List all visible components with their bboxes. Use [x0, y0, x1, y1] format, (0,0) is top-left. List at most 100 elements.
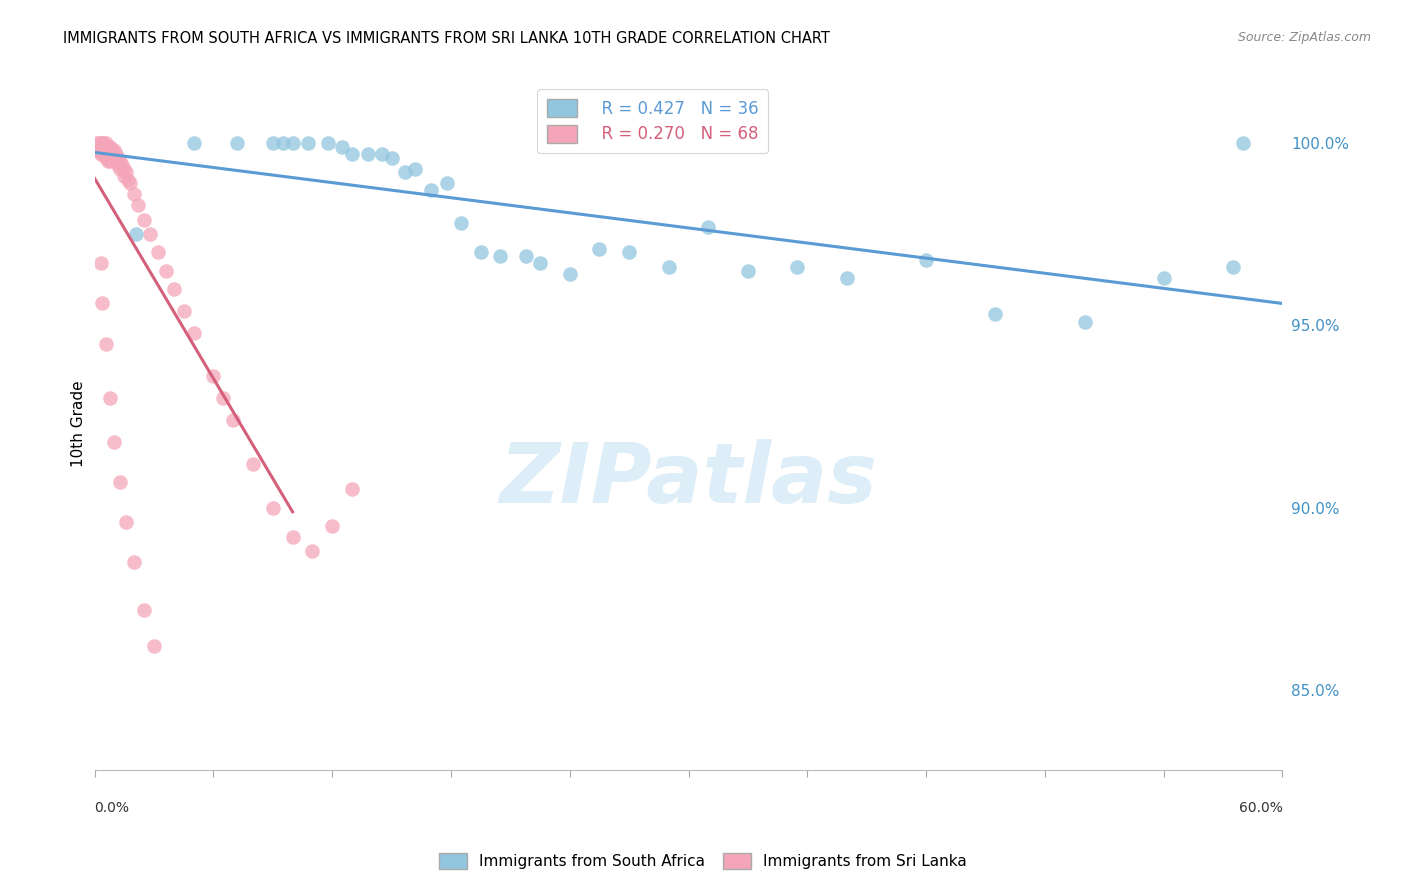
Point — [588, 242, 610, 256]
Point — [370, 147, 392, 161]
Point — [658, 260, 681, 274]
Point — [163, 282, 186, 296]
Point — [132, 212, 155, 227]
Point — [89, 147, 111, 161]
Point — [96, 136, 118, 150]
Point — [404, 161, 426, 176]
Point — [112, 169, 135, 183]
Point — [86, 139, 108, 153]
Point — [529, 256, 551, 270]
Point — [357, 147, 380, 161]
Point — [91, 136, 114, 150]
Point — [915, 252, 938, 267]
Point — [110, 475, 132, 489]
Point — [558, 267, 581, 281]
Point — [155, 263, 177, 277]
Point — [297, 136, 319, 150]
Point — [132, 602, 155, 616]
Point — [262, 136, 284, 150]
Point — [115, 515, 138, 529]
Point — [202, 369, 225, 384]
Text: Source: ZipAtlas.com: Source: ZipAtlas.com — [1237, 31, 1371, 45]
Point — [183, 326, 205, 340]
Point — [226, 136, 249, 150]
Point — [281, 136, 304, 150]
Point — [93, 139, 115, 153]
Point — [96, 151, 118, 165]
Point — [105, 147, 128, 161]
Point — [91, 139, 114, 153]
Point — [120, 176, 142, 190]
Point — [1232, 136, 1254, 150]
Point — [107, 151, 129, 165]
Point — [340, 147, 363, 161]
Point — [394, 165, 416, 179]
Point — [122, 187, 145, 202]
Point — [316, 136, 339, 150]
Text: 60.0%: 60.0% — [1239, 800, 1282, 814]
Point — [93, 136, 115, 150]
Point — [110, 161, 132, 176]
Point — [173, 303, 195, 318]
Point — [1073, 315, 1095, 329]
Point — [117, 172, 139, 186]
Point — [91, 147, 114, 161]
Point — [262, 500, 284, 515]
Point — [697, 219, 720, 234]
Point — [105, 154, 128, 169]
Point — [321, 518, 343, 533]
Point — [91, 296, 114, 310]
Point — [127, 198, 149, 212]
Point — [89, 136, 111, 150]
Point — [96, 144, 118, 158]
Point — [112, 161, 135, 176]
Point — [86, 144, 108, 158]
Point — [222, 413, 245, 427]
Point — [183, 136, 205, 150]
Point — [100, 391, 122, 405]
Point — [125, 227, 148, 242]
Point — [103, 434, 125, 449]
Point — [122, 555, 145, 569]
Point — [835, 271, 858, 285]
Point — [146, 245, 169, 260]
Point — [515, 249, 537, 263]
Point — [420, 183, 443, 197]
Point — [786, 260, 808, 274]
Point — [86, 136, 108, 150]
Point — [100, 139, 122, 153]
Point — [107, 158, 129, 172]
Point — [436, 176, 458, 190]
Point — [110, 154, 132, 169]
Point — [737, 263, 759, 277]
Point — [1222, 260, 1244, 274]
Legend: Immigrants from South Africa, Immigrants from Sri Lanka: Immigrants from South Africa, Immigrants… — [433, 847, 973, 875]
Legend:   R = 0.427   N = 36,   R = 0.270   N = 68: R = 0.427 N = 36, R = 0.270 N = 68 — [537, 89, 768, 153]
Point — [489, 249, 512, 263]
Point — [301, 544, 323, 558]
Point — [115, 165, 138, 179]
Point — [143, 639, 166, 653]
Point — [97, 139, 120, 153]
Point — [103, 151, 125, 165]
Point — [87, 144, 110, 158]
Point — [89, 139, 111, 153]
Text: 0.0%: 0.0% — [94, 800, 129, 814]
Point — [470, 245, 492, 260]
Point — [97, 154, 120, 169]
Point — [87, 136, 110, 150]
Point — [103, 144, 125, 158]
Point — [97, 147, 120, 161]
Point — [984, 307, 1007, 321]
Point — [87, 139, 110, 153]
Point — [101, 151, 124, 165]
Point — [281, 530, 304, 544]
Point — [100, 154, 122, 169]
Point — [212, 391, 235, 405]
Point — [617, 245, 640, 260]
Point — [340, 483, 363, 497]
Point — [450, 216, 472, 230]
Point — [271, 136, 294, 150]
Point — [330, 139, 353, 153]
Point — [89, 256, 111, 270]
